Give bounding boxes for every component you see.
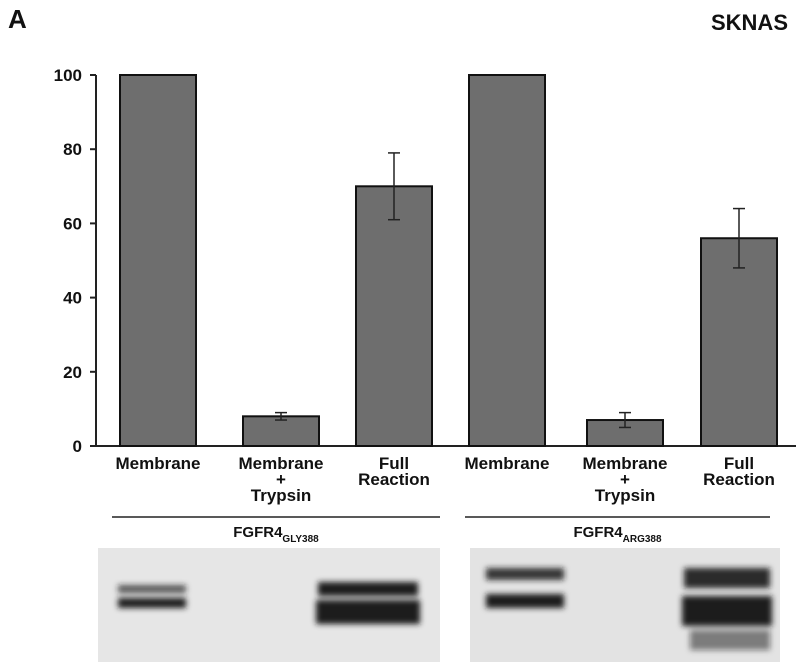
x-tick-label: Membrane + Trypsin <box>582 454 667 505</box>
y-tick-label: 100 <box>54 66 82 85</box>
blot-image <box>98 548 780 662</box>
bar <box>119 74 197 447</box>
group-name: FGFR4 <box>573 524 623 541</box>
panel-label: A <box>8 4 27 34</box>
chart-title: SKNAS <box>711 10 788 35</box>
group-subscript: GLY388 <box>282 534 319 545</box>
y-tick-label: 60 <box>63 214 82 233</box>
y-tick-label: 0 <box>73 437 82 456</box>
bar <box>700 237 778 447</box>
bar <box>355 185 433 448</box>
x-tick-label: Full Reaction <box>703 454 775 489</box>
bar <box>468 74 546 447</box>
y-tick-label: 80 <box>63 140 82 159</box>
group-name: FGFR4 <box>233 524 283 541</box>
group-subscript: ARG388 <box>623 534 662 545</box>
y-tick-label: 20 <box>63 363 82 382</box>
x-tick-label: Full Reaction <box>358 454 430 489</box>
bar <box>242 415 320 448</box>
x-tick-label: Membrane <box>115 454 200 473</box>
group-label: FGFR4GLY388 <box>233 524 319 545</box>
x-tick-label: Membrane <box>464 454 549 473</box>
y-tick-label: 40 <box>63 289 82 308</box>
x-tick-label: Membrane + Trypsin <box>238 454 323 505</box>
group-label: FGFR4ARG388 <box>573 524 662 545</box>
